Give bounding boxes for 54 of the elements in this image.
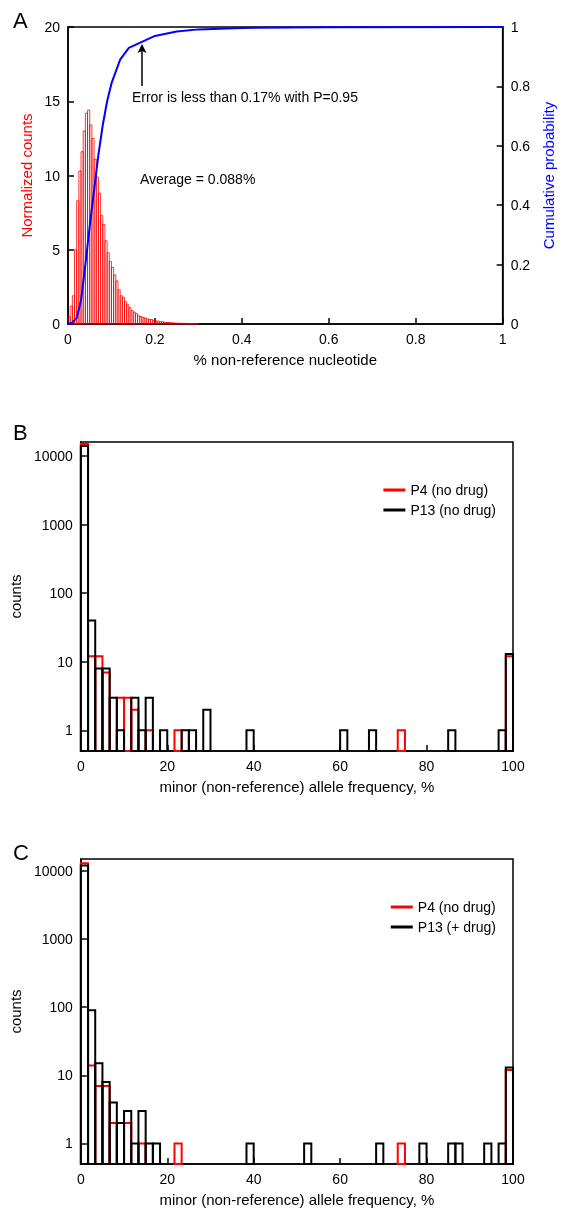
x-tick-label: 0.6 <box>319 331 339 347</box>
x-tick-label: 80 <box>418 1171 435 1187</box>
y-axis-title: Normalized counts <box>17 113 35 238</box>
y-tick-label: 100 <box>49 999 74 1016</box>
y-tick-label: 10000 <box>33 863 74 879</box>
x-tick-label: 20 <box>159 758 176 774</box>
y2-tick-label: 0.8 <box>510 78 531 95</box>
x-tick-label: 40 <box>245 758 262 774</box>
x-tick-label: 0.4 <box>232 331 252 347</box>
x-axis-title: minor (non-reference) allele frequency, % <box>159 1191 435 1208</box>
legend-label: P4 (no drug) <box>417 899 496 915</box>
legend-label: P13 (no drug) <box>410 502 496 518</box>
y-tick-label: 15 <box>44 93 61 110</box>
y2-tick-label: 0.4 <box>510 197 531 214</box>
y-tick-label: 20 <box>44 19 61 35</box>
chart-title: C <box>13 839 29 865</box>
y2-tick-label: 0.2 <box>510 256 531 273</box>
x-tick-label: 80 <box>418 758 435 774</box>
x-tick-label: 100 <box>501 758 525 774</box>
chart-title: A <box>13 7 28 33</box>
y-tick-label: 100 <box>49 585 74 602</box>
y-tick-label: 10000 <box>33 448 74 464</box>
x-tick-label: 0.8 <box>405 331 426 347</box>
x-tick-label: 1 <box>498 331 507 347</box>
x-tick-label: 40 <box>245 1171 262 1187</box>
y-tick-label: 10 <box>44 167 61 184</box>
y2-tick-label: 0.6 <box>510 137 531 154</box>
chart-title: B <box>13 419 28 445</box>
x-tick-label: 60 <box>332 1171 349 1187</box>
y2-tick-label: 0 <box>510 316 519 332</box>
x-tick-label: 0.2 <box>145 331 165 347</box>
y-tick-label: 1000 <box>41 931 74 948</box>
annotation: Error is less than 0.17% with P=0.95 <box>131 88 359 105</box>
x-tick-label: 0 <box>76 1171 85 1187</box>
y-tick-label: 10 <box>57 1067 74 1084</box>
x-tick-label: 100 <box>501 1171 525 1187</box>
annotation: Average = 0.088% <box>140 171 256 187</box>
y-tick-label: 1000 <box>41 516 74 533</box>
y2-axis-title: Cumulative probability <box>540 101 557 250</box>
x-axis-title: % non-reference nucleotide <box>193 351 378 368</box>
y2-tick-label: 1 <box>510 19 519 35</box>
legend-label: P13 (+ drug) <box>417 919 497 935</box>
y-tick-label: 1 <box>65 1135 74 1152</box>
y-axis-title: counts <box>7 574 24 619</box>
y-tick-label: 1 <box>65 722 74 739</box>
x-tick-label: 60 <box>332 758 349 774</box>
x-tick-label: 20 <box>159 1171 176 1187</box>
y-axis-title: counts <box>7 989 24 1034</box>
x-axis-title: minor (non-reference) allele frequency, % <box>159 778 435 795</box>
y-tick-label: 10 <box>57 653 74 670</box>
y-tick-label: 0 <box>52 316 61 332</box>
legend-label: P4 (no drug) <box>410 482 489 498</box>
x-tick-label: 0 <box>76 758 85 774</box>
y-tick-label: 5 <box>52 241 61 258</box>
